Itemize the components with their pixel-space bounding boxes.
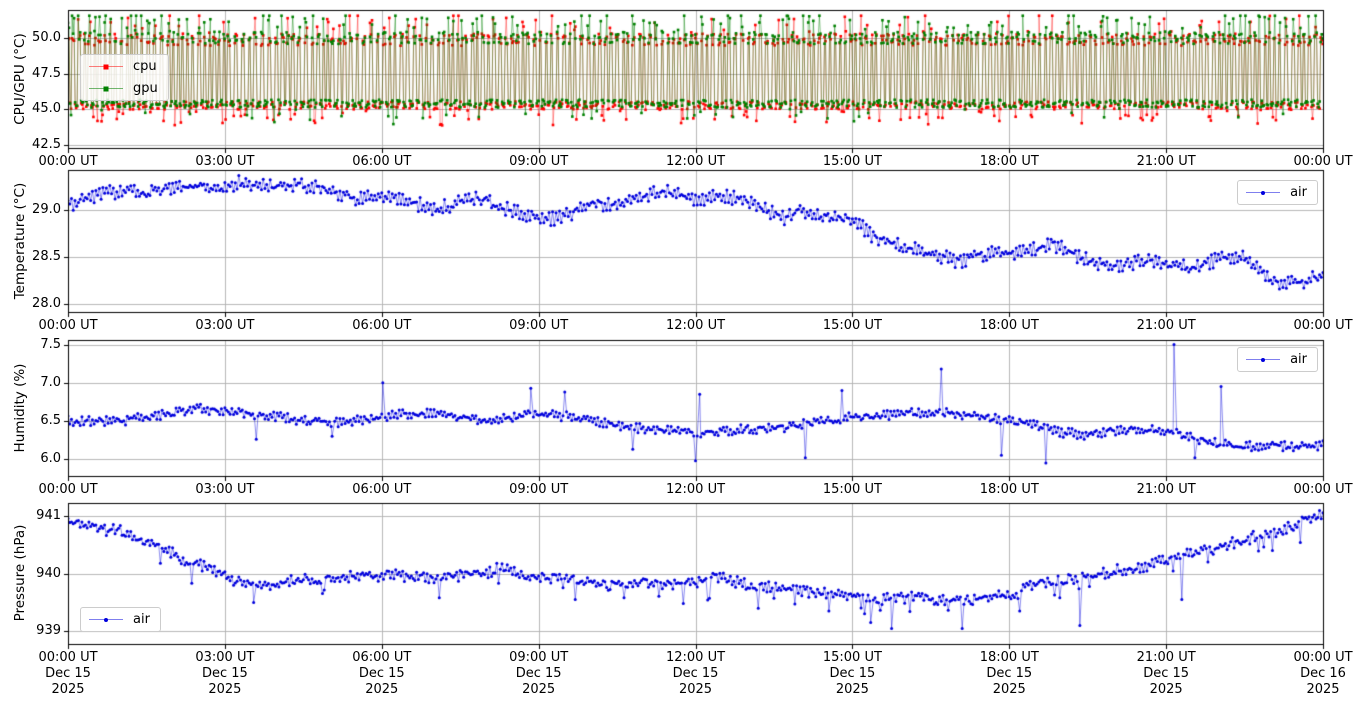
y-tick-label: 7.5 (40, 336, 61, 352)
x-year-label: 2025 (522, 682, 556, 697)
x-year-label: 2025 (992, 682, 1026, 697)
x-tick-label: 00:00 UT (1293, 318, 1353, 333)
x-tick-label: 00:00 UT (1293, 482, 1353, 497)
x-tick-label: 18:00 UT (979, 650, 1039, 665)
legend-temperature: air (1237, 180, 1318, 205)
x-year-label: 2025 (208, 682, 242, 697)
legend-entry-air-humidity: air (1246, 352, 1307, 367)
x-date-label: Dec 15 (515, 666, 562, 681)
x-date-label: Dec 15 (672, 666, 719, 681)
x-tick-label: 12:00 UT (665, 318, 726, 333)
x-date-label: Dec 15 (1143, 666, 1190, 681)
x-year-label: 2025 (1306, 682, 1340, 697)
legend-humidity: air (1237, 347, 1318, 372)
y-tick-label: 941 (36, 507, 61, 523)
y-tick-label: 940 (36, 565, 61, 581)
x-tick-label: 15:00 UT (822, 650, 882, 665)
x-date-label: Dec 15 (829, 666, 876, 681)
x-date-label: Dec 16 (1300, 666, 1346, 681)
x-tick-label: 06:00 UT (352, 318, 412, 333)
x-tick-label: 00:00 UT (1293, 650, 1353, 665)
x-tick-label: 09:00 UT (509, 482, 569, 497)
y-tick-label: 47.5 (32, 65, 61, 81)
x-tick-label: 00:00 UT (38, 154, 98, 169)
x-year-label: 2025 (51, 682, 85, 697)
x-tick-label: 18:00 UT (979, 318, 1039, 333)
y-tick-label: 28.5 (32, 249, 61, 265)
x-year-label: 2025 (1149, 682, 1183, 697)
legend-entry-air-temperature: air (1246, 185, 1307, 200)
legend-pressure: air (80, 607, 161, 632)
x-tick-label: 18:00 UT (979, 154, 1039, 169)
x-tick-label: 09:00 UT (509, 154, 569, 169)
cpu-line-sample-icon (89, 62, 123, 72)
x-tick-label: 15:00 UT (822, 318, 882, 333)
x-tick-label: 12:00 UT (665, 482, 726, 497)
y-tick-label: 28.0 (32, 296, 61, 312)
x-date-label: Dec 15 (45, 666, 91, 681)
x-tick-label: 03:00 UT (195, 318, 255, 333)
x-year-label: 2025 (835, 682, 869, 697)
x-tick-label: 03:00 UT (195, 650, 255, 665)
x-tick-label: 12:00 UT (665, 650, 726, 665)
y-tick-label: 7.0 (40, 374, 61, 390)
legend-label-cpu: cpu (133, 59, 157, 74)
y-axis-label-temperature: Temperature (°C) (12, 182, 28, 300)
x-tick-label: 15:00 UT (822, 482, 882, 497)
x-year-label: 2025 (365, 682, 399, 697)
y-tick-label: 6.0 (40, 451, 61, 467)
x-tick-label: 09:00 UT (509, 650, 569, 665)
legend-cpu-gpu: cpu gpu (80, 54, 169, 101)
x-tick-label: 09:00 UT (509, 318, 569, 333)
legend-label-air: air (1290, 185, 1307, 200)
x-tick-label: 03:00 UT (195, 482, 255, 497)
x-tick-label: 15:00 UT (822, 154, 882, 169)
air-line-sample-icon (1246, 355, 1281, 365)
x-tick-label: 06:00 UT (352, 154, 412, 169)
gpu-line-sample-icon (89, 84, 123, 94)
y-tick-label: 29.0 (32, 201, 61, 217)
x-tick-label: 00:00 UT (38, 318, 98, 333)
y-tick-label: 42.5 (32, 137, 61, 153)
x-date-label: Dec 15 (201, 666, 248, 681)
y-tick-label: 6.5 (40, 412, 61, 428)
x-tick-label: 00:00 UT (38, 650, 98, 665)
x-date-label: Dec 15 (358, 666, 405, 681)
legend-entry-air-pressure: air (89, 612, 150, 627)
legend-entry-cpu: cpu (89, 59, 158, 74)
x-tick-label: 06:00 UT (352, 482, 412, 497)
x-tick-label: 12:00 UT (665, 154, 726, 169)
legend-label-gpu: gpu (133, 81, 158, 96)
x-tick-label: 03:00 UT (195, 154, 255, 169)
x-tick-label: 21:00 UT (1136, 650, 1196, 665)
x-tick-label: 00:00 UT (1293, 154, 1353, 169)
y-tick-label: 939 (36, 623, 61, 639)
x-tick-label: 21:00 UT (1136, 154, 1196, 169)
x-tick-label: 21:00 UT (1136, 482, 1196, 497)
x-date-label: Dec 15 (986, 666, 1033, 681)
x-tick-label: 00:00 UT (38, 482, 98, 497)
legend-label-air: air (1290, 352, 1307, 367)
y-tick-label: 45.0 (32, 101, 61, 117)
x-year-label: 2025 (678, 682, 713, 697)
x-tick-label: 06:00 UT (352, 650, 412, 665)
y-tick-label: 50.0 (32, 29, 61, 45)
air-line-sample-icon (1246, 188, 1281, 198)
legend-entry-gpu: gpu (89, 81, 158, 96)
x-tick-label: 21:00 UT (1136, 318, 1196, 333)
air-line-sample-icon (89, 615, 123, 625)
x-tick-label: 18:00 UT (979, 482, 1039, 497)
legend-label-air: air (133, 612, 150, 627)
